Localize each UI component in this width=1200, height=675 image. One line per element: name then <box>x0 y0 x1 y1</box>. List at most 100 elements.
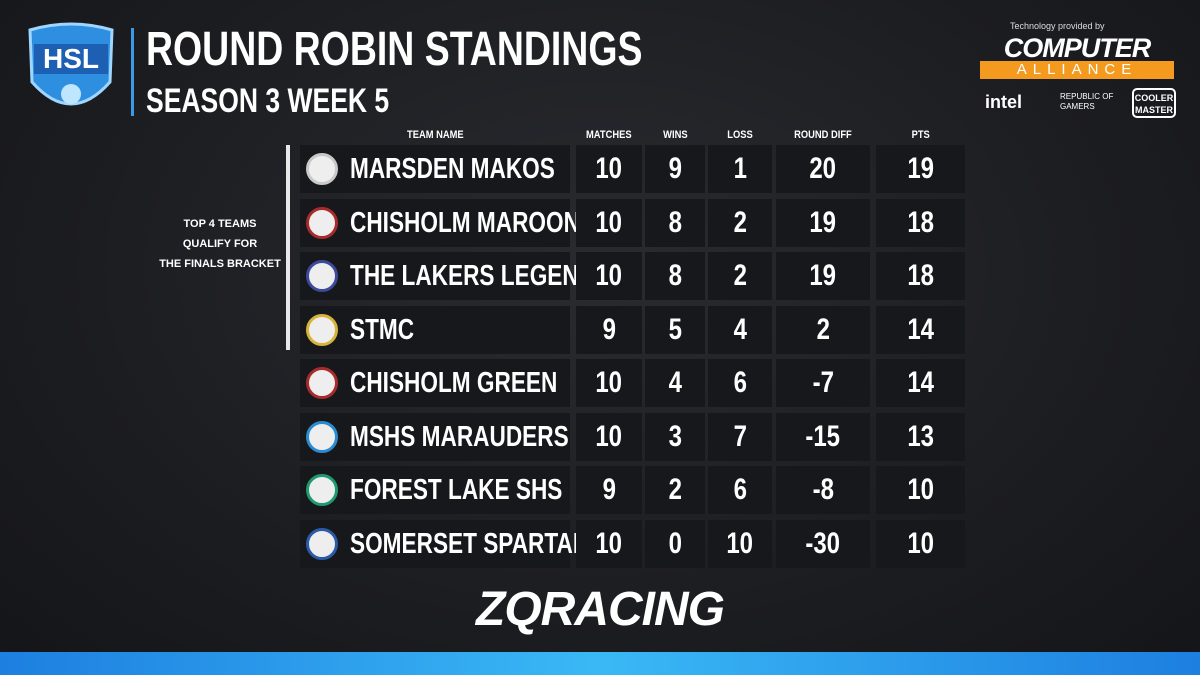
stat-cell: 9 <box>576 466 642 514</box>
stat-value-wrap: 0 <box>645 520 705 568</box>
stat-value: 0 <box>668 526 682 560</box>
note-line: QUALIFY FOR <box>182 238 258 250</box>
stat-value-wrap: 19 <box>776 252 870 300</box>
stat-value: 19 <box>809 259 837 292</box>
team-name-wrap: MSHS MARAUDERS <box>350 413 630 461</box>
stat-value-wrap: -15 <box>776 413 870 461</box>
stat-value-wrap: 10 <box>576 252 642 300</box>
title-wrap: ROUND ROBIN STANDINGS <box>146 22 782 77</box>
stat-cell: 6 <box>708 359 772 407</box>
sponsor-other: REPUBLIC OF GAMERS <box>1060 92 1114 111</box>
stat-cell: 1 <box>708 145 772 193</box>
stat-value: 10 <box>595 419 623 453</box>
stat-value: -15 <box>805 419 841 453</box>
stat-value-wrap: 10 <box>876 520 965 568</box>
stat-value: 5 <box>668 312 682 346</box>
stat-value: 10 <box>907 526 934 560</box>
top4-bar <box>286 145 290 350</box>
stat-cell: 10 <box>576 359 642 407</box>
stat-cell: 19 <box>776 198 870 247</box>
stat-value: 6 <box>733 366 747 399</box>
stat-cell: -30 <box>776 519 870 568</box>
stat-value-wrap: 14 <box>876 306 965 354</box>
team-cell: CHISHOLM GREEN <box>300 359 570 407</box>
stat-cell: 8 <box>645 252 705 300</box>
stat-value-wrap: 20 <box>776 145 870 193</box>
stat-value: 8 <box>668 205 682 239</box>
column-header-text: LOSS <box>727 129 753 141</box>
team-logo <box>306 260 338 292</box>
stat-value: -7 <box>812 366 834 399</box>
stat-cell: 9 <box>645 145 705 193</box>
footer-strip <box>0 652 1200 675</box>
stat-value-wrap: 18 <box>876 199 965 247</box>
stat-value: -8 <box>812 473 834 506</box>
sponsor-main-sub: ALLIANCE <box>980 61 1174 79</box>
team-cell: THE LAKERS LEGENDS <box>300 252 610 300</box>
team-cell: MARSDEN MAKOS <box>300 145 570 193</box>
stat-value: 10 <box>595 259 623 292</box>
note-line: THE FINALS BRACKET <box>159 258 281 270</box>
team-cell: STMC <box>300 305 570 354</box>
stat-value-wrap: 6 <box>708 466 772 514</box>
stat-value: 10 <box>595 205 623 239</box>
hsl-logo: HSL <box>24 22 118 120</box>
stat-value: 10 <box>595 526 623 560</box>
stat-value: 9 <box>668 152 682 185</box>
stat-value: 8 <box>668 259 682 292</box>
stat-value: 6 <box>733 473 747 506</box>
stat-cell: 9 <box>576 305 642 354</box>
stat-value: 20 <box>809 152 837 185</box>
sponsor-other: intel <box>985 92 1023 112</box>
team-name: STMC <box>350 313 415 346</box>
team-name-wrap: CHISHOLM MAROON <box>350 199 645 247</box>
column-header-text: MATCHES <box>586 129 632 141</box>
note: TOP 4 TEAMS QUALIFY FOR THE FINALS BRACKET <box>150 214 290 274</box>
stat-cell: 4 <box>645 359 705 407</box>
stat-value-wrap: 13 <box>876 413 965 461</box>
team-logo <box>306 313 338 346</box>
stat-value-wrap: 1 <box>708 145 772 193</box>
stat-value-wrap: 10 <box>576 199 642 247</box>
footer-brand: ZQRACING <box>476 583 725 636</box>
stat-value: 18 <box>907 259 934 292</box>
stat-cell: 2 <box>645 466 705 514</box>
stat-cell: 14 <box>876 359 965 407</box>
stat-cell: 18 <box>876 252 965 300</box>
team-cell: MSHS MARAUDERS <box>300 412 570 461</box>
team-name: MARSDEN MAKOS <box>350 153 555 185</box>
stat-cell: 10 <box>576 145 642 193</box>
stat-value-wrap: 4 <box>645 359 705 407</box>
stat-value-wrap: 3 <box>645 413 705 461</box>
team-name-wrap: STMC <box>350 306 432 354</box>
column-header: WINS <box>645 129 705 141</box>
stat-value: 13 <box>907 419 934 453</box>
stat-value-wrap: 9 <box>645 145 705 193</box>
team-name: SOMERSET SPARTANS <box>350 527 605 560</box>
column-header: ROUND DIFF <box>776 129 870 141</box>
stat-cell: 3 <box>645 412 705 461</box>
stat-cell: 20 <box>776 145 870 193</box>
subtitle: SEASON 3 WEEK 5 <box>146 82 390 120</box>
stat-value-wrap: 2 <box>708 252 772 300</box>
stat-value: 9 <box>602 473 616 506</box>
team-name-wrap: MARSDEN MAKOS <box>350 145 613 193</box>
team-logo <box>306 420 338 453</box>
stat-value: 2 <box>668 473 682 506</box>
stat-cell: 2 <box>708 252 772 300</box>
stat-value: 1 <box>733 152 747 185</box>
column-header-text: TEAM NAME <box>406 129 464 141</box>
stat-value: 14 <box>907 366 934 399</box>
column-header-text: ROUND DIFF <box>794 129 852 141</box>
stat-value: 10 <box>595 366 623 399</box>
stat-value-wrap: 8 <box>645 199 705 247</box>
stat-cell: 19 <box>776 252 870 300</box>
stat-cell: 19 <box>876 145 965 193</box>
stat-value: 19 <box>907 152 934 185</box>
stat-cell: -15 <box>776 412 870 461</box>
stat-cell: 8 <box>645 198 705 247</box>
stat-value: 2 <box>733 259 747 292</box>
note-line: TOP 4 TEAMS <box>183 218 257 230</box>
stat-cell: 18 <box>876 198 965 247</box>
